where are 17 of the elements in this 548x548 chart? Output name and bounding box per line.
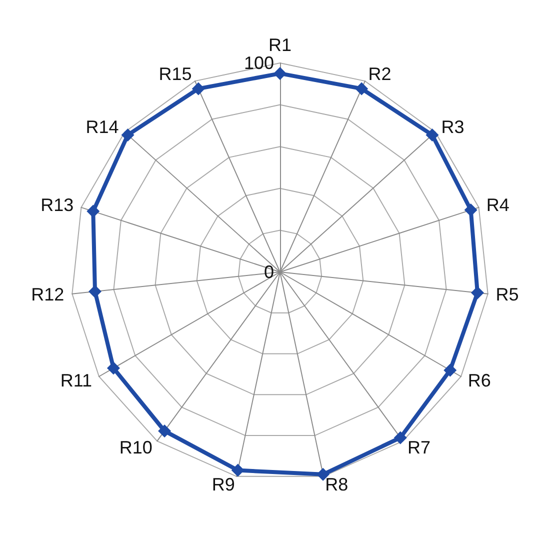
spoke-label: R4 — [486, 194, 510, 215]
spoke-label: R12 — [31, 284, 64, 305]
spoke-label: R14 — [86, 116, 119, 137]
spoke-label: R5 — [496, 284, 519, 305]
spoke-label: R11 — [60, 370, 92, 390]
y-tick-label: 100 — [244, 53, 274, 73]
y-tick-label: 0 — [264, 262, 274, 282]
spoke-label: R6 — [468, 370, 491, 390]
spoke-label: R2 — [368, 64, 392, 84]
spoke-label: R9 — [212, 474, 235, 494]
spoke-label: R10 — [119, 438, 152, 458]
spoke-label: R13 — [40, 194, 74, 215]
spoke-label: R3 — [441, 116, 464, 137]
spoke-label: R1 — [268, 35, 292, 56]
spoke-label: R8 — [325, 474, 348, 494]
spoke-label: R7 — [408, 438, 431, 458]
spoke-label: R15 — [158, 64, 192, 84]
